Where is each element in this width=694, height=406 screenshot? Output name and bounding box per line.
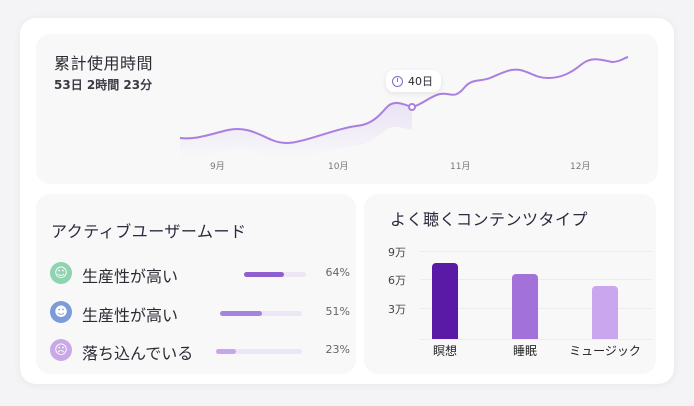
sad-face-icon: ☹ (50, 339, 72, 361)
month-label: 9月 (210, 162, 225, 172)
y-tick-label: 3万 (388, 303, 406, 316)
mood-progress-fill (220, 311, 262, 316)
mood-title: アクティブユーザームード (51, 222, 247, 241)
month-label: 10月 (328, 162, 349, 172)
mood-label: 生産性が高い (82, 306, 179, 325)
usage-title: 累計使用時間 (54, 54, 154, 73)
mood-progress-track (216, 349, 302, 354)
bar-sleep[interactable] (512, 274, 538, 339)
mood-panel: アクティブユーザームード ☺ 生産性が高い 64% ☻ 生産性が高い 51% ☹… (36, 194, 356, 374)
mood-row: ☹ 落ち込んでいる 23% (50, 338, 350, 363)
happy-face-icon: ☺ (50, 262, 72, 284)
month-label: 11月 (450, 162, 471, 172)
usage-line (179, 56, 629, 144)
usage-tooltip: 40日 (386, 70, 441, 92)
clock-icon (392, 75, 403, 87)
grid-line (420, 251, 652, 252)
usage-tooltip-label: 40日 (408, 75, 433, 88)
usage-line-chart (179, 56, 629, 160)
y-tick-label: 9万 (388, 246, 406, 259)
mood-row: ☻ 生産性が高い 51% (50, 300, 350, 325)
mood-progress-track (244, 272, 306, 277)
category-label: 瞑想 (432, 344, 457, 358)
mood-progress-track (220, 311, 302, 316)
bar-meditation[interactable] (432, 262, 458, 339)
mood-progress-fill (244, 272, 284, 277)
mood-label: 生産性が高い (82, 267, 179, 286)
usage-total-value: 53日 2時間 23分 (54, 78, 153, 92)
mood-progress-fill (216, 349, 236, 354)
mood-percent: 64% (325, 266, 350, 279)
bar-music[interactable] (592, 286, 618, 339)
mood-row: ☺ 生産性が高い 64% (50, 261, 350, 286)
content-chart-title: よく聴くコンテンツタイプ (390, 210, 589, 229)
usage-line-area (180, 102, 412, 160)
category-label: ミュージック (569, 344, 641, 358)
month-label: 12月 (570, 162, 591, 172)
y-tick-label: 6万 (388, 274, 406, 287)
content-type-panel: よく聴くコンテンツタイプ 9万 6万 3万 瞑想 睡眠 ミュージック (364, 194, 656, 374)
mood-percent: 51% (325, 305, 350, 318)
calm-face-icon: ☻ (50, 301, 72, 323)
usage-line-marker[interactable] (408, 103, 416, 111)
grid-line (420, 339, 652, 340)
category-label: 睡眠 (512, 344, 537, 358)
mood-percent: 23% (325, 343, 350, 356)
usage-panel: 累計使用時間 53日 2時間 23分 40日 9月 10月 11月 12月 (36, 34, 658, 184)
mood-label: 落ち込んでいる (82, 344, 194, 363)
